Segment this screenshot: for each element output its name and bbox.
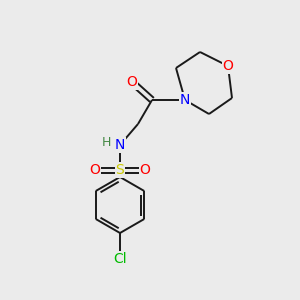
Text: H: H [101, 136, 111, 149]
Text: O: O [90, 163, 101, 177]
Text: N: N [115, 138, 125, 152]
Text: O: O [127, 75, 137, 89]
Text: O: O [223, 59, 233, 73]
Text: S: S [116, 163, 124, 177]
Text: O: O [140, 163, 150, 177]
Text: N: N [180, 93, 190, 107]
Text: Cl: Cl [113, 252, 127, 266]
